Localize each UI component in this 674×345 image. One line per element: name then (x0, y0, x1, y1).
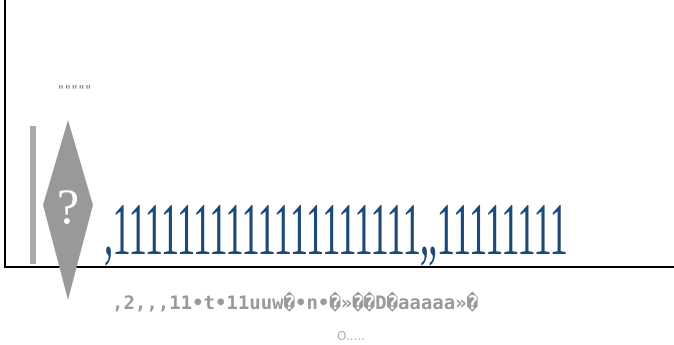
baseline-garbled-text: ,1111111111111111111,,11111111 (104, 189, 568, 271)
question-diamond-icon: ? (43, 120, 93, 300)
grey-vertical-bar (30, 126, 36, 264)
quote-marks-label: """"" (57, 84, 92, 99)
frame-bottom-border (4, 266, 674, 268)
frame-left-border (4, 0, 6, 268)
diamond-glyph: ? (57, 178, 79, 234)
sub-caption-text: O..... (337, 329, 366, 343)
caption-garbled-text: ,2,,,11•t•11uuw�•n•�»��D�aaaaa»� (112, 292, 479, 314)
